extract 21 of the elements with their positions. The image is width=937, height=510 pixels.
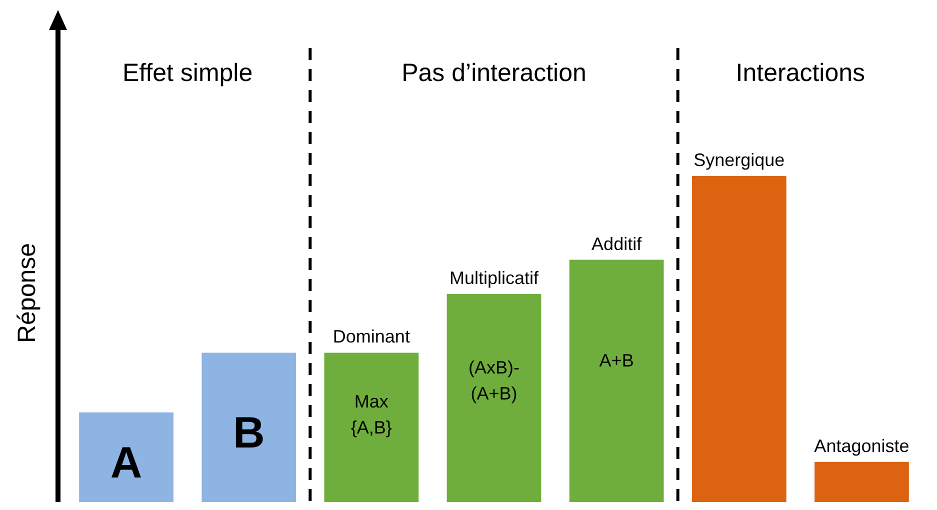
bar xyxy=(202,352,296,502)
bar xyxy=(569,260,664,502)
annotation: Max {A,B} xyxy=(350,391,392,438)
bar xyxy=(446,294,542,502)
text: Pas d’interaction xyxy=(402,58,586,87)
x-tick-label: B xyxy=(232,408,265,458)
annotation: (AxB)- (A+B) xyxy=(468,357,520,404)
bar xyxy=(692,176,786,502)
x-tick-label: Antagoniste xyxy=(814,436,910,456)
annotation: A+B xyxy=(599,350,634,370)
x-tick-label: Dominant xyxy=(332,326,410,347)
bar xyxy=(79,412,174,502)
text: Effet simple xyxy=(122,58,253,87)
y-axis-title: Réponse xyxy=(12,242,41,344)
text: Interactions xyxy=(736,58,866,87)
x-tick-label: Synergique xyxy=(694,150,785,170)
x-tick-label: A xyxy=(110,438,142,488)
bar xyxy=(324,352,419,502)
x-tick-label: Additif xyxy=(592,234,643,254)
x-tick-label: Multiplicatif xyxy=(449,268,540,288)
bar xyxy=(814,462,909,502)
